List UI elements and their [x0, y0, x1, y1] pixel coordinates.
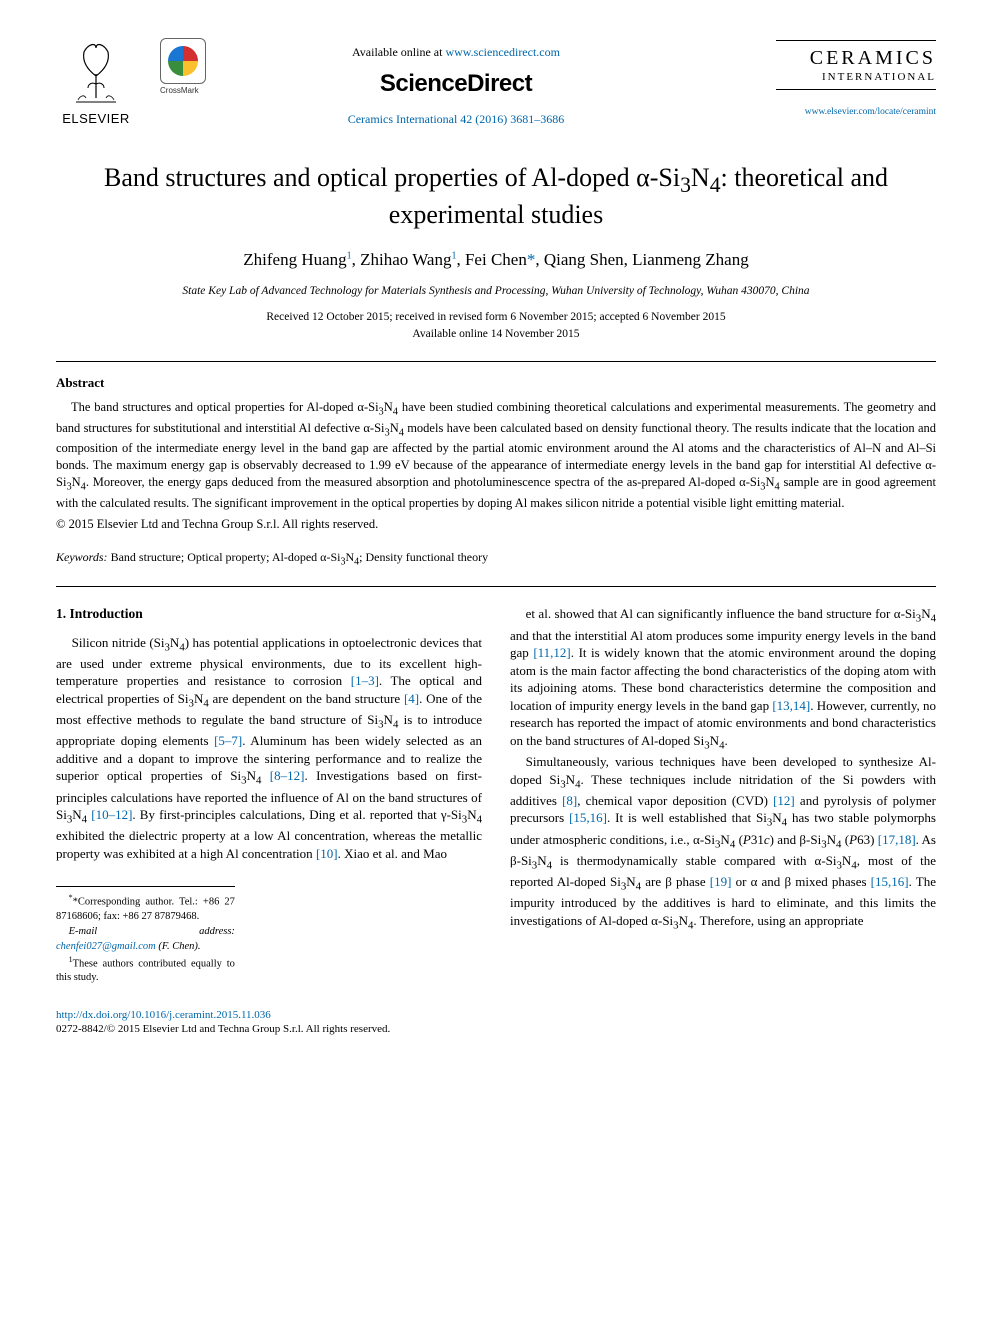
footnotes: **Corresponding author. Tel.: +86 27 871… [56, 886, 235, 985]
keywords-text: Band structure; Optical property; Al-dop… [108, 550, 489, 564]
journal-logo-block: CERAMICS INTERNATIONAL www.elsevier.com/… [776, 36, 936, 119]
elsevier-tree-icon [65, 36, 127, 106]
article-title: Band structures and optical properties o… [56, 162, 936, 232]
journal-citation[interactable]: Ceramics International 42 (2016) 3681–36… [348, 111, 565, 127]
doi-link[interactable]: http://dx.doi.org/10.1016/j.ceramint.201… [56, 1009, 271, 1021]
crossmark-label: CrossMark [160, 86, 206, 97]
issn-copyright: 0272-8842/© 2015 Elsevier Ltd and Techna… [56, 1022, 936, 1037]
keywords-label: Keywords: [56, 550, 108, 564]
corresponding-author-note: **Corresponding author. Tel.: +86 27 871… [56, 893, 235, 924]
corresponding-text: *Corresponding author. Tel.: +86 27 8716… [56, 897, 235, 922]
contribution-note: 1These authors contributed equally to th… [56, 955, 235, 986]
column-left: 1. Introduction Silicon nitride (Si3N4) … [56, 605, 482, 986]
sciencedirect-link[interactable]: www.sciencedirect.com [445, 45, 560, 59]
available-prefix: Available online at [352, 45, 445, 59]
intro-paragraph-3: Simultaneously, various techniques have … [510, 753, 936, 933]
center-header: CrossMark Available online at www.scienc… [154, 36, 758, 127]
available-online: Available online at www.sciencedirect.co… [348, 44, 565, 60]
rule-above-abstract [56, 361, 936, 362]
crossmark-icon [168, 46, 198, 76]
journal-url[interactable]: www.elsevier.com/locate/ceramint [805, 106, 936, 119]
abstract-body: The band structures and optical properti… [56, 399, 936, 511]
crossmark-badge[interactable] [160, 38, 206, 84]
abstract-heading: Abstract [56, 374, 936, 392]
page-header: ELSEVIER CrossMark Available online at w… [56, 36, 936, 128]
section-heading: 1. Introduction [56, 605, 482, 623]
affiliation: State Key Lab of Advanced Technology for… [56, 284, 936, 300]
journal-name-sub: INTERNATIONAL [822, 70, 936, 85]
publisher-logo-block: ELSEVIER [56, 36, 136, 128]
publisher-name: ELSEVIER [62, 110, 130, 128]
online-date: Available online 14 November 2015 [56, 327, 936, 343]
email-label: E-mail address: [69, 926, 235, 937]
journal-name-main: CERAMICS [810, 45, 936, 72]
email-who: (F. Chen). [156, 941, 201, 952]
rule-below-keywords [56, 586, 936, 587]
sciencedirect-logo: ScienceDirect [348, 68, 565, 100]
intro-paragraph-2: et al. showed that Al can significantly … [510, 605, 936, 753]
intro-paragraph-1: Silicon nitride (Si3N4) has potential ap… [56, 634, 482, 863]
email-address[interactable]: chenfei027@gmail.com [56, 941, 156, 952]
keywords-line: Keywords: Band structure; Optical proper… [56, 549, 936, 569]
received-dates: Received 12 October 2015; received in re… [56, 310, 936, 326]
abstract-copyright: © 2015 Elsevier Ltd and Techna Group S.r… [56, 516, 936, 533]
column-right: et al. showed that Al can significantly … [510, 605, 936, 986]
body-columns: 1. Introduction Silicon nitride (Si3N4) … [56, 605, 936, 986]
authors-line: Zhifeng Huang1, Zhihao Wang1, Fei Chen*,… [56, 249, 936, 272]
contrib-text: These authors contributed equally to thi… [56, 958, 235, 983]
page-footer: http://dx.doi.org/10.1016/j.ceramint.201… [56, 1005, 936, 1038]
email-line: E-mail address: chenfei027@gmail.com (F.… [56, 925, 235, 953]
abstract-paragraph: The band structures and optical properti… [56, 399, 936, 511]
